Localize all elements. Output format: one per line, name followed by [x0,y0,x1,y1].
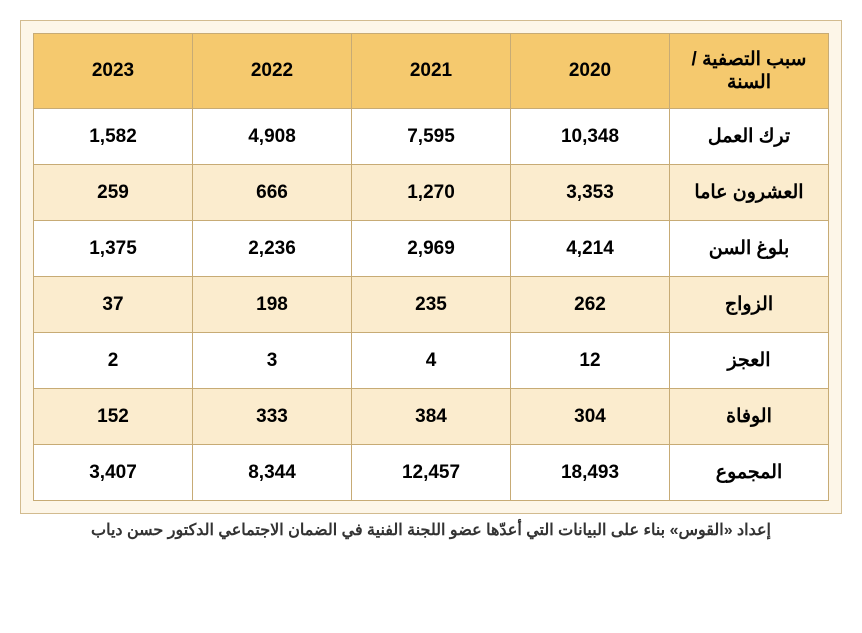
cell: 235 [352,277,511,333]
table-row: 1,582 4,908 7,595 10,348 ترك العمل [34,109,829,165]
cell: 18,493 [511,445,670,501]
cell: 10,348 [511,109,670,165]
table-row: 37 198 235 262 الزواج [34,277,829,333]
cell: 4 [352,333,511,389]
row-label: ترك العمل [670,109,829,165]
cell: 304 [511,389,670,445]
cell: 2 [34,333,193,389]
data-table: 2023 2022 2021 2020 سبب التصفية / السنة … [33,33,829,501]
col-header-2022: 2022 [193,34,352,109]
cell: 1,582 [34,109,193,165]
cell: 7,595 [352,109,511,165]
cell: 12,457 [352,445,511,501]
cell: 4,214 [511,221,670,277]
col-header-2023: 2023 [34,34,193,109]
cell: 1,375 [34,221,193,277]
row-label: العجز [670,333,829,389]
cell: 666 [193,165,352,221]
row-label: العشرون عاما [670,165,829,221]
cell: 384 [352,389,511,445]
col-header-label: سبب التصفية / السنة [670,34,829,109]
cell: 1,270 [352,165,511,221]
table-row: 1,375 2,236 2,969 4,214 بلوغ السن [34,221,829,277]
cell: 152 [34,389,193,445]
table-row: 259 666 1,270 3,353 العشرون عاما [34,165,829,221]
col-header-2021: 2021 [352,34,511,109]
row-label: الوفاة [670,389,829,445]
cell: 259 [34,165,193,221]
table-caption: إعداد «القوس» بناء على البيانات التي أعد… [20,520,842,540]
row-label: المجموع [670,445,829,501]
cell: 12 [511,333,670,389]
cell: 333 [193,389,352,445]
row-label: بلوغ السن [670,221,829,277]
cell: 3 [193,333,352,389]
col-header-2020: 2020 [511,34,670,109]
table-header-row: 2023 2022 2021 2020 سبب التصفية / السنة [34,34,829,109]
cell: 3,407 [34,445,193,501]
cell: 2,969 [352,221,511,277]
cell: 198 [193,277,352,333]
table-row-total: 3,407 8,344 12,457 18,493 المجموع [34,445,829,501]
cell: 2,236 [193,221,352,277]
cell: 8,344 [193,445,352,501]
table-container: 2023 2022 2021 2020 سبب التصفية / السنة … [20,20,842,514]
table-row: 2 3 4 12 العجز [34,333,829,389]
cell: 262 [511,277,670,333]
row-label: الزواج [670,277,829,333]
cell: 37 [34,277,193,333]
table-row: 152 333 384 304 الوفاة [34,389,829,445]
cell: 3,353 [511,165,670,221]
cell: 4,908 [193,109,352,165]
